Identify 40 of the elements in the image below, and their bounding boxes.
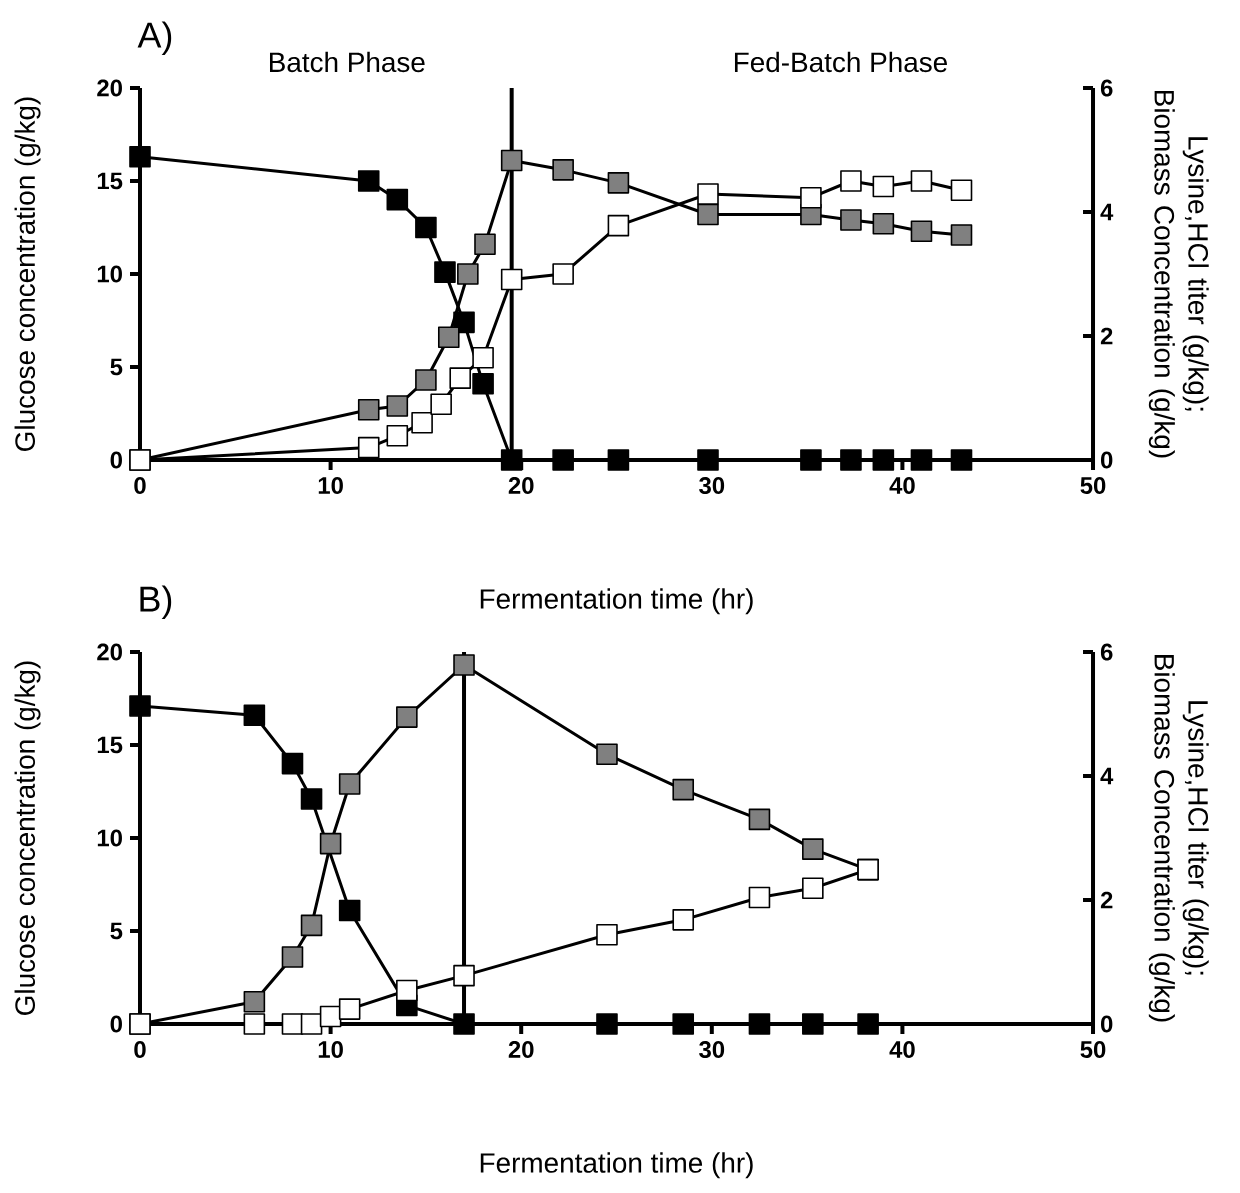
x-axis-title: Fermentation time (hr) [480,588,753,615]
y-tick-label: 20 [97,643,122,661]
text: Fed-Batch Phase [734,51,947,73]
y2-tick-label: 6 [1100,643,1113,661]
y2-tick-label: 2 [1100,891,1113,909]
chart-title: A) [137,21,172,55]
y-tick-label: 10 [97,265,122,283]
y-tick-label: 20 [97,79,122,97]
x-tick-label: 20 [508,1041,534,1058]
y2-tick-label: 4 [1100,203,1114,221]
y-tick-label: 5 [110,922,123,940]
x-tick-label: 10 [318,1041,343,1058]
x-tick-label: 0 [134,1041,146,1058]
x-tick-label: 30 [699,477,725,495]
x-tick-label: 0 [134,477,146,494]
x-axis-title: Fermentation time (hr) [480,1152,753,1179]
x-tick-label: 30 [699,1041,725,1059]
y2-tick-label: 0 [1100,1015,1113,1033]
y-tick-label: 15 [97,736,123,754]
y2-axis-title: Lysine,HCl titer (g/kg); Biomass Concentration (g/kg) [1148,655,1209,1022]
x-tick-label: 20 [508,477,534,494]
text: Batch Phase [269,51,425,73]
y-tick-label: 5 [110,358,123,376]
x-tick-label: 50 [1080,477,1106,494]
chart-title: B) [140,585,172,619]
y-tick-label: 0 [110,451,122,469]
y2-tick-label: 6 [1100,79,1113,97]
y2-tick-label: 2 [1100,327,1113,345]
x-tick-label: 40 [889,1041,915,1058]
y2-tick-label: 0 [1100,451,1113,469]
y-tick-label: 0 [110,1015,122,1033]
y-axis-title: Glucose concentration (g/kg) [14,97,41,451]
x-tick-label: 40 [889,477,915,494]
y2-axis-title: Lysine,HCl titer (g/kg); Biomass Concentration (g/kg) [1148,91,1209,458]
x-tick-label: 50 [1080,1041,1106,1058]
y-axis-title: Glucose concentration (g/kg) [14,661,41,1015]
y2-tick-label: 4 [1100,767,1114,785]
x-tick-label: 10 [318,477,343,494]
y-tick-label: 15 [97,172,123,190]
y-tick-label: 10 [97,829,122,847]
